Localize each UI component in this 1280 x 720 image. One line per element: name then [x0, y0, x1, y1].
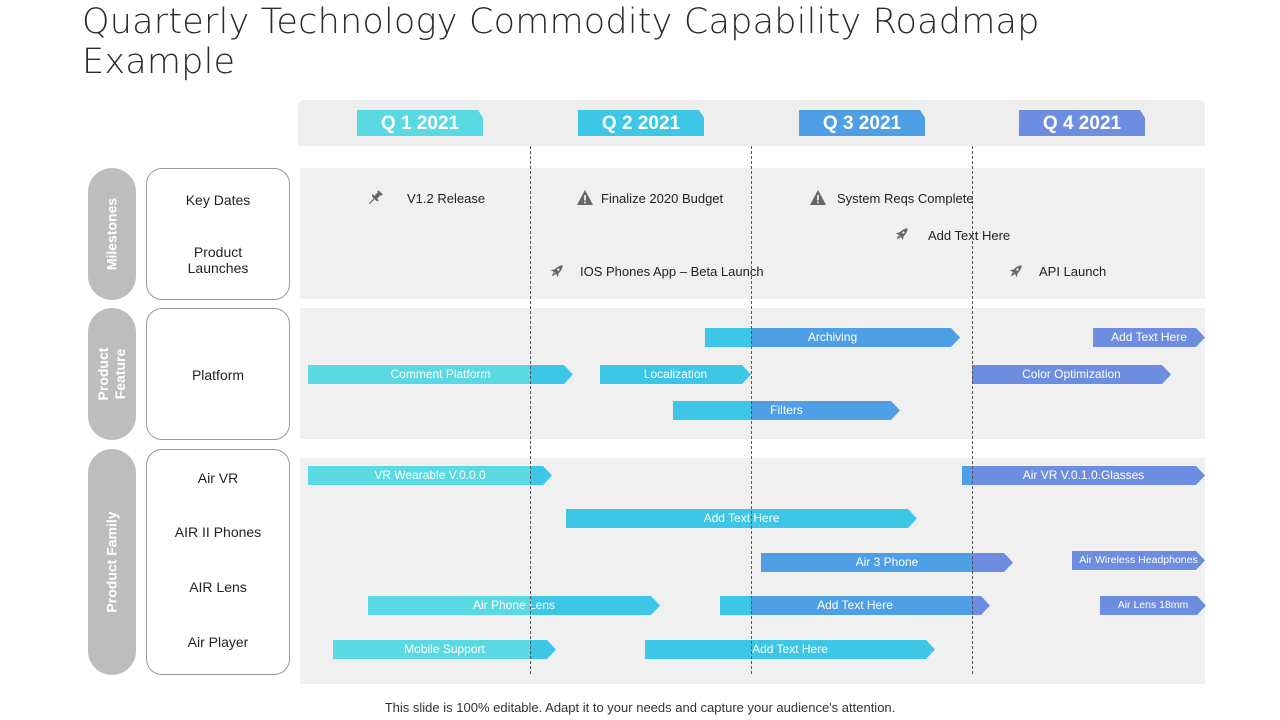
row-label-product-launches: Product Launches: [187, 244, 249, 276]
bar-air-lens-18mm: Air Lens 18mm: [1100, 596, 1206, 615]
section-label-milestones: Milestones: [103, 197, 120, 271]
bar-air-wireless-headphones: Air Wireless Headphones: [1072, 551, 1205, 570]
quarter-divider-1: [530, 146, 531, 674]
milestone-finalize-budget: Finalize 2020 Budget: [601, 191, 724, 206]
section-pill-product-family: Product Family: [88, 449, 136, 675]
milestone-api-launch: API Launch: [1039, 264, 1107, 279]
bar-comment-platform: Comment Platform: [308, 365, 573, 384]
warning-icon: [810, 190, 826, 205]
section-label-product-feature: Product Feature: [95, 347, 128, 401]
row-label-air-player: Air Player: [187, 634, 249, 650]
label-box-product-family: [146, 449, 290, 675]
bar-air-vr-glasses: Air VR V.0.1.0.Glasses: [962, 466, 1205, 485]
milestone-ios-beta: IOS Phones App – Beta Launch: [580, 264, 764, 279]
milestone-add-text: Add Text Here: [928, 228, 1011, 243]
section-label-product-family: Product Family: [103, 511, 120, 613]
quarter-tag-q1: Q 1 2021: [357, 110, 483, 136]
page-title: Quarterly Technology Commodity Capabilit…: [82, 2, 1040, 82]
rocket-icon: [1009, 265, 1022, 278]
bar-add-text-player: Add Text Here: [645, 640, 935, 659]
bar-filters: Filters: [673, 401, 900, 420]
quarter-tag-q4: Q 4 2021: [1019, 110, 1145, 136]
row-label-air-vr: Air VR: [197, 470, 239, 486]
bar-color-optimization: Color Optimization: [972, 365, 1171, 384]
row-label-platform: Platform: [191, 367, 245, 383]
warning-icon: [577, 190, 593, 205]
milestone-v12-release: V1.2 Release: [407, 191, 486, 206]
bar-add-text-phones: Add Text Here: [566, 509, 917, 528]
quarter-divider-3: [972, 146, 973, 674]
label-box-product-feature: [146, 308, 290, 440]
row-label-air-lens: AIR Lens: [189, 579, 247, 595]
bar-add-text-lens: Add Text Here: [720, 596, 990, 615]
bar-mobile-support: Mobile Support: [333, 640, 556, 659]
bar-localization: Localization: [600, 365, 751, 384]
quarter-tag-q2: Q 2 2021: [578, 110, 704, 136]
row-label-air-ii-phones: AIR II Phones: [174, 524, 262, 540]
milestones-panel: [300, 168, 1205, 299]
milestone-system-reqs: System Reqs Complete: [837, 191, 974, 206]
row-label-key-dates: Key Dates: [185, 192, 251, 208]
pushpin-icon: [368, 190, 383, 205]
rocket-icon: [550, 265, 563, 278]
bar-air-phone-lens: Air Phone Lens: [368, 596, 660, 615]
bar-vr-wearable: VR Wearable V.0.0.0: [308, 466, 552, 485]
section-pill-milestones: Milestones: [88, 168, 136, 300]
bar-archiving: Archiving: [705, 328, 960, 347]
quarter-tag-q3: Q 3 2021: [799, 110, 925, 136]
rocket-icon: [895, 228, 908, 241]
quarter-divider-2: [751, 146, 752, 674]
label-box-milestones: [146, 168, 290, 300]
section-pill-product-feature: Product Feature: [88, 308, 136, 440]
footer-note: This slide is 100% editable. Adapt it to…: [384, 700, 896, 715]
bar-add-text-platform: Add Text Here: [1093, 328, 1205, 347]
bar-air3-phone: Air 3 Phone: [761, 553, 1013, 572]
